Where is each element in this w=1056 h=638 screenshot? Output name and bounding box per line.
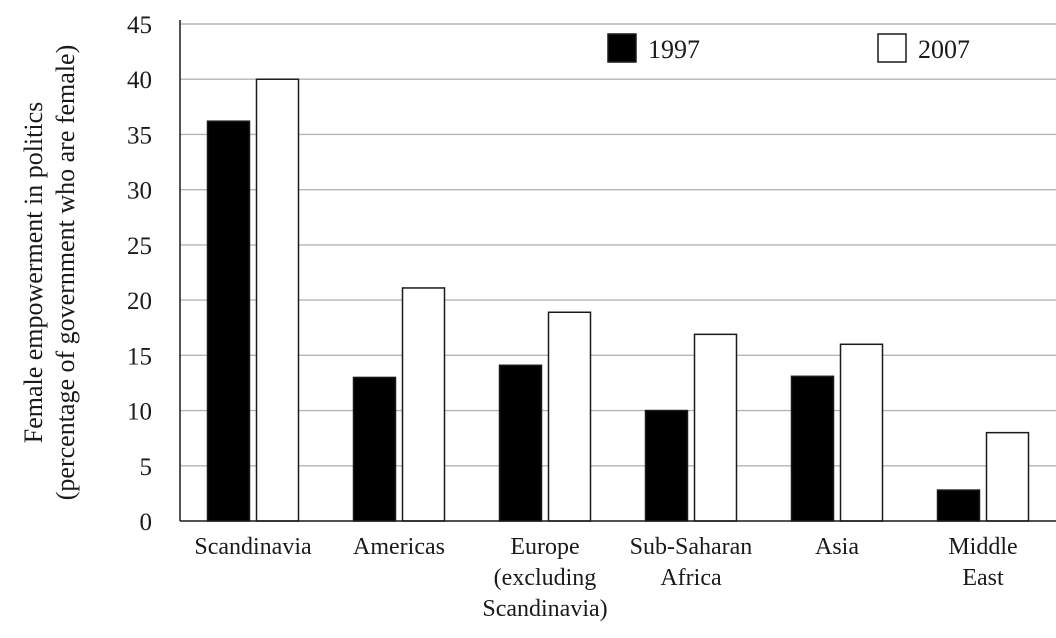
y-axis-label: Female empowerment in politics (percentag… [19,45,80,500]
legend-label-2007: 2007 [918,35,970,64]
x-label-2-1: (excluding [494,565,597,591]
y-axis-label-line-1: (percentage of government who are female… [51,45,80,500]
x-label-2-2: Scandinavia) [482,596,607,622]
y-tick-10: 10 [127,399,152,426]
y-tick-5: 5 [140,454,153,481]
bar-2007-4 [839,343,884,522]
gridlines [180,23,1056,467]
bar-1997-4 [790,375,835,522]
axes [179,20,1056,522]
bar-2007-0 [255,78,300,522]
x-label-3-1: Africa [660,565,722,591]
bar-1997-2 [498,364,543,522]
x-label-3-0: Sub-Saharan [630,534,753,560]
y-tick-15: 15 [127,343,152,370]
bar-2007-1 [401,287,446,522]
bar-1997-0 [206,120,251,522]
bar-2007-5 [985,431,1030,522]
bars [206,78,1030,522]
bar-1997-1 [352,376,397,522]
y-tick-0: 0 [140,509,153,536]
legend-swatch-1997 [607,33,637,63]
y-tick-45: 45 [127,12,152,39]
y-tick-35: 35 [127,122,152,149]
x-label-4-0: Asia [815,534,859,560]
bar-1997-5 [936,489,981,522]
y-tick-labels: 0 5 10 15 20 25 30 35 40 45 [127,12,152,536]
x-label-1-0: Americas [353,534,445,560]
x-label-0-0: Scandinavia [194,534,312,560]
legend-label-1997: 1997 [648,35,700,64]
y-axis-label-line-0: Female empowerment in politics [19,102,48,444]
x-label-2-0: Europe [510,534,579,560]
y-tick-40: 40 [127,67,152,94]
bar-2007-3 [693,333,738,522]
y-tick-30: 30 [127,178,152,205]
y-tick-20: 20 [127,288,152,315]
legend: 1997 2007 [607,33,970,64]
legend-swatch-2007 [877,33,907,63]
bar-2007-2 [547,311,592,522]
x-category-labels: Scandinavia Americas Europe (excluding Scand… [194,534,1017,622]
y-tick-25: 25 [127,233,152,260]
x-label-5-0: Middle [948,534,1017,560]
x-label-5-1: East [962,565,1004,591]
bar-1997-3 [644,409,689,522]
